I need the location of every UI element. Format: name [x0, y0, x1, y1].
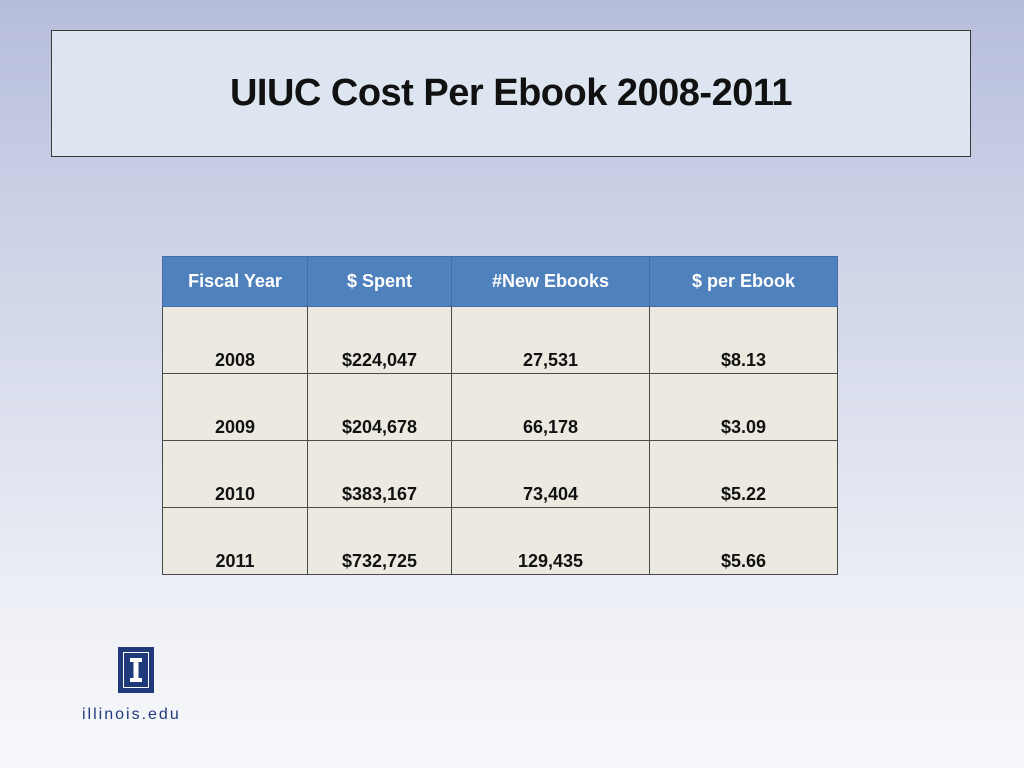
table-header-row: Fiscal Year $ Spent #New Ebooks $ per Eb…	[162, 256, 838, 307]
slide-title: UIUC Cost Per Ebook 2008-2011	[229, 72, 793, 114]
header-new-ebooks: #New Ebooks	[451, 256, 650, 307]
cell-spent: $383,167	[307, 440, 452, 508]
cell-spent: $732,725	[307, 507, 452, 575]
cell-new-ebooks: 73,404	[451, 440, 650, 508]
header-fiscal-year: Fiscal Year	[162, 256, 308, 307]
cell-per-ebook: $3.09	[649, 373, 838, 441]
cell-new-ebooks: 129,435	[451, 507, 650, 575]
header-spent: $ Spent	[307, 256, 452, 307]
cell-per-ebook: $5.22	[649, 440, 838, 508]
illinois-block-i-icon	[118, 647, 154, 693]
cell-per-ebook: $5.66	[649, 507, 838, 575]
table-row: 2010 $383,167 73,404 $5.22	[162, 440, 838, 508]
block-i-glyph-icon	[130, 658, 142, 682]
cell-new-ebooks: 27,531	[451, 306, 650, 374]
title-box: UIUC Cost Per Ebook 2008-2011	[51, 30, 971, 157]
cell-per-ebook: $8.13	[649, 306, 838, 374]
cell-fiscal-year: 2009	[162, 373, 308, 441]
cell-spent: $224,047	[307, 306, 452, 374]
table-row: 2011 $732,725 129,435 $5.66	[162, 507, 838, 575]
brand-url: illinois.edu	[82, 706, 181, 723]
cell-new-ebooks: 66,178	[451, 373, 650, 441]
table-row: 2009 $204,678 66,178 $3.09	[162, 373, 838, 441]
cell-fiscal-year: 2008	[162, 306, 308, 374]
cost-table: Fiscal Year $ Spent #New Ebooks $ per Eb…	[162, 256, 838, 575]
header-per-ebook: $ per Ebook	[649, 256, 838, 307]
cell-fiscal-year: 2011	[162, 507, 308, 575]
cell-spent: $204,678	[307, 373, 452, 441]
cell-fiscal-year: 2010	[162, 440, 308, 508]
table-row: 2008 $224,047 27,531 $8.13	[162, 306, 838, 374]
